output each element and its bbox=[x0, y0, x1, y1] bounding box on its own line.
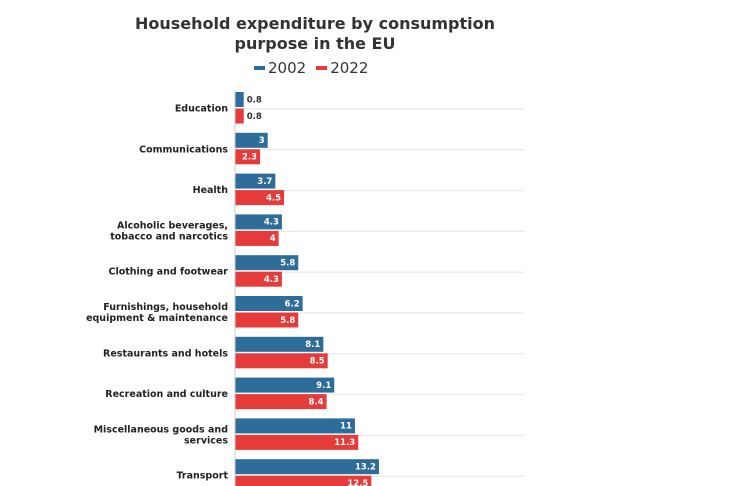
data-label-2002: 3.7 bbox=[257, 177, 272, 187]
bar-2022[interactable] bbox=[235, 230, 279, 246]
data-label-2002: 0.8 bbox=[247, 95, 262, 105]
legend-label-2022: 2022 bbox=[330, 59, 369, 77]
data-label-2022: 11.3 bbox=[334, 438, 355, 448]
bar-2022[interactable] bbox=[235, 434, 359, 450]
chart-legend: 2002 2022 bbox=[254, 59, 378, 77]
data-label-2022: 0.8 bbox=[247, 112, 262, 122]
bar-2002[interactable] bbox=[235, 296, 303, 311]
bar-2022[interactable] bbox=[235, 475, 372, 486]
bar-2002[interactable] bbox=[235, 214, 282, 230]
category-label: Miscellaneous goods and bbox=[94, 424, 228, 435]
bar-2002[interactable] bbox=[235, 255, 299, 271]
category-label: equipment & maintenance bbox=[86, 313, 228, 324]
bar-2022[interactable] bbox=[235, 271, 282, 287]
data-label-2022: 4.5 bbox=[266, 193, 281, 203]
data-label-2022: 8.5 bbox=[310, 357, 325, 367]
data-label-2002: 9.1 bbox=[316, 381, 331, 391]
bar-2002[interactable] bbox=[235, 459, 379, 475]
bar-2002[interactable] bbox=[235, 377, 335, 393]
bar-2002[interactable] bbox=[235, 173, 276, 189]
bar-2022[interactable] bbox=[235, 149, 261, 165]
bar-2022[interactable] bbox=[235, 394, 327, 410]
data-label-2002: 3 bbox=[259, 136, 265, 146]
category-label: Furnishings, household bbox=[103, 302, 228, 313]
bar-2002[interactable] bbox=[235, 336, 324, 352]
category-label: Communications bbox=[139, 144, 228, 155]
data-label-2022: 4.3 bbox=[264, 275, 279, 285]
legend-item-2022[interactable]: 2022 bbox=[316, 59, 368, 77]
legend-item-2002[interactable]: 2002 bbox=[254, 59, 306, 77]
category-label: Clothing and footwear bbox=[108, 267, 228, 278]
category-label: services bbox=[184, 435, 228, 446]
data-label-2022: 4 bbox=[270, 234, 276, 244]
data-label-2022: 8.4 bbox=[309, 397, 324, 407]
data-label-2022: 2.3 bbox=[242, 153, 257, 163]
bar-2002[interactable] bbox=[235, 132, 268, 148]
data-label-2002: 8.1 bbox=[305, 340, 320, 350]
data-label-2002: 6.2 bbox=[285, 299, 300, 309]
data-label-2002: 11 bbox=[340, 422, 352, 432]
legend-swatch-2002 bbox=[254, 66, 265, 70]
category-label: Alcoholic beverages, bbox=[117, 220, 228, 231]
category-label: Restaurants and hotels bbox=[103, 348, 228, 359]
data-label-2022: 5.8 bbox=[280, 316, 295, 326]
category-label: Recreation and culture bbox=[105, 389, 228, 400]
bar-2022[interactable] bbox=[235, 190, 285, 206]
legend-swatch-2022 bbox=[316, 66, 328, 70]
bar-2002[interactable] bbox=[235, 92, 244, 107]
legend-label-2002: 2002 bbox=[268, 59, 307, 77]
category-label: Transport bbox=[176, 471, 228, 482]
bar-2002[interactable] bbox=[235, 418, 355, 434]
bar-2022[interactable] bbox=[235, 353, 328, 369]
category-label: Education bbox=[175, 104, 228, 115]
chart-title: Household expenditure by consumption pur… bbox=[134, 14, 496, 53]
data-label-2002: 4.3 bbox=[264, 218, 279, 228]
data-label-2022: 12.5 bbox=[347, 479, 368, 486]
category-label: Health bbox=[193, 185, 229, 196]
bar-2022[interactable] bbox=[235, 312, 299, 328]
bar-2022[interactable] bbox=[235, 108, 244, 124]
data-label-2002: 13.2 bbox=[355, 462, 376, 472]
data-label-2002: 5.8 bbox=[280, 258, 295, 268]
category-label: tobacco and narcotics bbox=[110, 231, 228, 242]
